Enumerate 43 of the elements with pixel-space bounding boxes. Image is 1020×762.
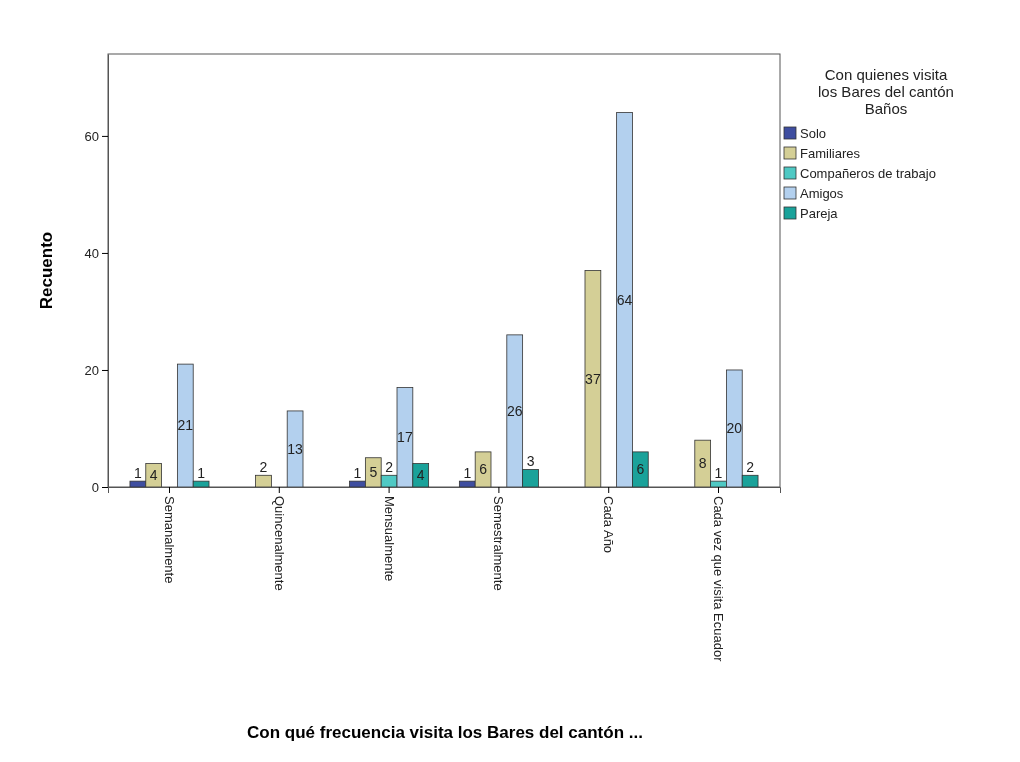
data-label: 3 — [526, 453, 535, 470]
data-label: 1 — [714, 465, 723, 482]
data-label: 2 — [259, 459, 268, 476]
data-label: 6 — [636, 461, 645, 478]
x-tick-label: Semanalmente — [161, 496, 177, 584]
bar — [584, 270, 602, 488]
y-tick-label: 20 — [84, 362, 99, 378]
legend-label: Compañeros de trabajo — [800, 166, 936, 181]
data-label: 5 — [369, 464, 378, 481]
x-tick-label: Mensualmente — [381, 496, 397, 582]
x-axis-title: Con qué frecuencia visita los Bares del cantón ... — [247, 723, 643, 742]
bar — [255, 474, 272, 488]
legend-label: Amigos — [800, 186, 844, 201]
data-label: 1 — [133, 465, 142, 482]
x-tick-label: Cada Año — [601, 496, 617, 554]
data-label: 37 — [585, 370, 601, 387]
data-label: 1 — [197, 465, 206, 482]
y-tick-label: 0 — [91, 479, 99, 495]
data-label: 26 — [506, 402, 523, 419]
data-label: 1 — [463, 465, 472, 482]
data-label: 13 — [287, 440, 304, 457]
data-label: 8 — [698, 455, 707, 472]
y-tick-label: 60 — [84, 128, 99, 144]
legend-label: Solo — [800, 126, 827, 141]
data-label: 4 — [416, 467, 425, 484]
data-label: 4 — [149, 467, 158, 484]
data-label: 20 — [726, 420, 743, 437]
x-tick-label: Quincenalmente — [271, 496, 287, 591]
y-tick-label: 40 — [84, 245, 99, 261]
y-axis-title: Recuento — [37, 231, 56, 310]
legend-label: Familiares — [800, 146, 861, 161]
data-label: 17 — [397, 429, 413, 446]
x-tick-label: Cada vez que visita Ecuador — [710, 496, 726, 663]
legend-title: Con quienes visita los Bares del cantón Baños — [818, 66, 954, 117]
data-label: 2 — [746, 459, 755, 476]
data-label: 6 — [479, 461, 488, 478]
legend-label: Pareja — [800, 206, 839, 221]
data-label: 64 — [616, 291, 633, 308]
x-tick-label: Semestralmente — [491, 496, 507, 591]
data-label: 1 — [353, 465, 362, 482]
data-label: 2 — [385, 459, 394, 476]
data-label: 21 — [177, 417, 194, 434]
bar — [286, 410, 304, 488]
